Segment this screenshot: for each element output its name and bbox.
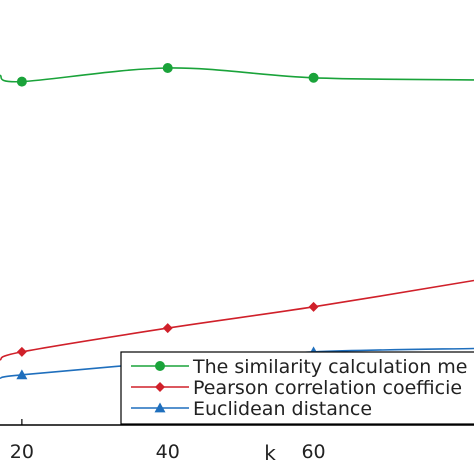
series-0: [0, 63, 474, 87]
data-point: [16, 76, 27, 87]
data-point: [308, 301, 319, 312]
legend-item: The similarity calculation me: [131, 356, 468, 378]
series-layer: [0, 63, 474, 380]
axes: 20 40 60 k: [0, 419, 474, 465]
x-tick-label: 60: [301, 441, 325, 463]
legend-marker: [155, 382, 165, 392]
x-tick-label: 40: [156, 441, 180, 463]
legend-label: Pearson correlation coefficie: [193, 377, 462, 399]
data-point: [162, 323, 173, 334]
legend-box: [120, 351, 474, 425]
legend-item: Pearson correlation coefficie: [131, 377, 462, 399]
data-point: [162, 63, 173, 73]
legend-marker: [154, 402, 166, 413]
x-axis-label: k: [264, 441, 276, 465]
legend-label: Euclidean distance: [193, 398, 372, 420]
series-line-1: [0, 279, 474, 361]
legend-label: The similarity calculation me: [192, 356, 468, 378]
series-1: [0, 279, 474, 361]
series-line-0: [0, 67, 474, 83]
x-tick-label: 20: [10, 441, 34, 463]
data-point: [16, 346, 27, 357]
data-point: [16, 369, 28, 380]
legend-item: Euclidean distance: [131, 398, 372, 420]
data-point: [308, 72, 319, 83]
legend-marker: [155, 361, 165, 371]
